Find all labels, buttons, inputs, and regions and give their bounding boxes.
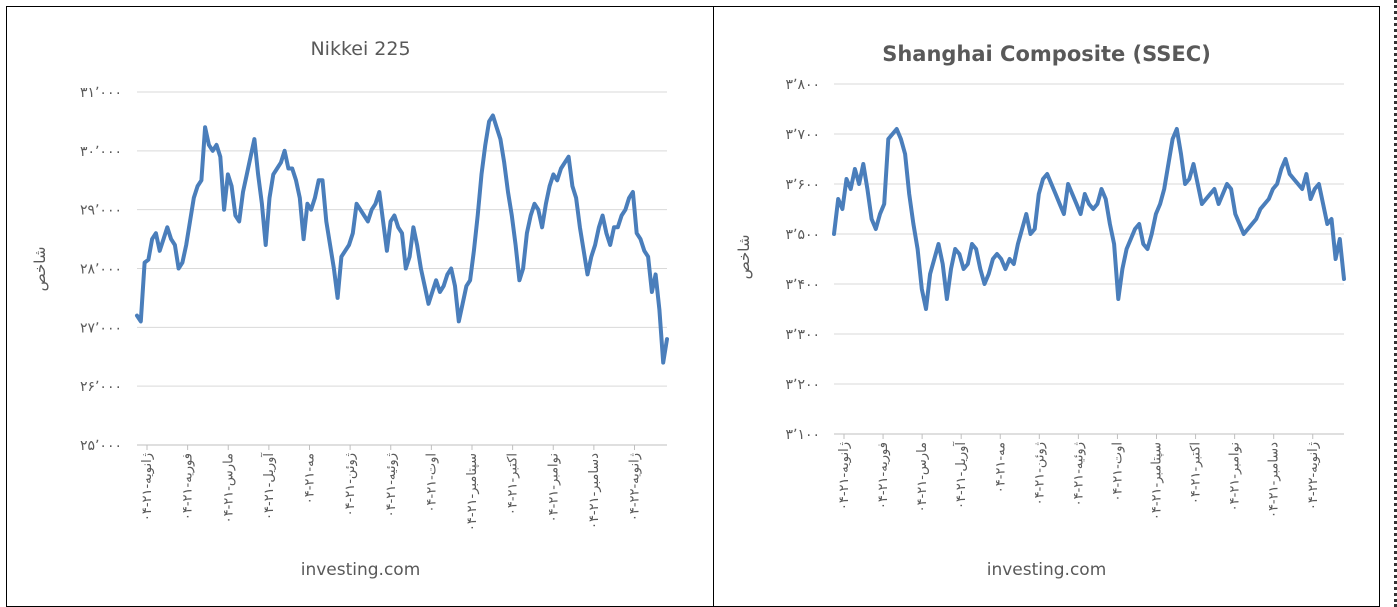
x-tick-label: ۰۴-فوریه-۲۱ bbox=[876, 442, 891, 509]
chart-title: Nikkei 225 bbox=[310, 38, 411, 60]
series-line bbox=[135, 113, 669, 365]
source-label: investing.com bbox=[300, 560, 421, 580]
x-tick-label: ۰۴-اکتبر-۲۱ bbox=[1189, 442, 1204, 504]
x-tick-label: ۰۴-مه-۲۱ bbox=[303, 453, 318, 504]
chart-title: Shanghai Composite (SSEC) bbox=[882, 42, 1211, 66]
page-border-decoration bbox=[1385, 0, 1397, 607]
source-label: investing.com bbox=[986, 560, 1107, 580]
x-tick-label: ۰۴-ژانویه-۲۲ bbox=[628, 453, 643, 521]
x-tick-label: ۰۴-ژوئیه-۲۱ bbox=[384, 453, 399, 517]
y-tick-label: ۳٬۵۰۰ bbox=[785, 227, 820, 243]
chart-panel-nikkei: Nikkei 225 ۲۵٬۰۰۰ ۲۶٬۰۰۰ ۲۷٬۰۰۰ ۲۸٬۰۰۰ ۲۹٬۰۰… bbox=[6, 6, 715, 607]
x-tick-label: ۰۴-سپتامبر-۲۱ bbox=[465, 453, 480, 531]
x-tick-label: ۰۴-نوامبر-۲۱ bbox=[1228, 442, 1243, 511]
y-tick-label: ۳٬۳۰۰ bbox=[785, 327, 820, 343]
y-tick-label: ۳٬۴۰۰ bbox=[785, 277, 820, 293]
x-tick-label: ۰۴-آوریل-۲۱ bbox=[952, 441, 969, 509]
x-tick-label: ۰۴-مه-۲۱ bbox=[993, 442, 1008, 493]
y-tick-label: ۳٬۸۰۰ bbox=[785, 77, 820, 93]
x-tick-label: ۰۴-مارس-۲۱ bbox=[915, 442, 930, 512]
x-tick-label: ۰۴-اوت-۲۱ bbox=[1110, 442, 1125, 501]
y-tick-label: ۳٬۶۰۰ bbox=[785, 177, 820, 193]
y-axis-label: شاخص bbox=[31, 247, 49, 292]
x-tick-label: ۰۴-ژانویه-۲۱ bbox=[140, 453, 155, 521]
x-tick-label: ۰۴-ژانویه-۲۲ bbox=[1306, 442, 1321, 510]
y-tick-label: ۳٬۲۰۰ bbox=[785, 377, 820, 393]
x-tick-label: ۰۴-دسامبر-۲۱ bbox=[1267, 442, 1282, 518]
y-tick-label: ۲۷٬۰۰۰ bbox=[80, 320, 122, 336]
x-tick-label: ۰۴-ژانویه-۲۱ bbox=[837, 442, 852, 510]
x-tick-label: ۰۴-اوت-۲۱ bbox=[424, 453, 439, 512]
x-tick-label: ۰۴-مارس-۲۱ bbox=[221, 453, 236, 523]
chart-panel-shanghai: Shanghai Composite (SSEC) ۳٬۱۰۰ ۳٬۲۰۰ ۳٬۳۰… bbox=[713, 6, 1380, 607]
y-axis-label: شاخص bbox=[735, 235, 753, 280]
y-tick-label: ۳۱٬۰۰۰ bbox=[80, 85, 122, 101]
x-tick-label: ۰۴-ژوئن-۲۱ bbox=[343, 453, 358, 516]
x-tick-label: ۰۴-سپتامبر-۲۱ bbox=[1150, 442, 1165, 520]
y-tick-label: ۲۸٬۰۰۰ bbox=[80, 262, 122, 278]
x-tick-label: ۰۴-نوامبر-۲۱ bbox=[546, 453, 561, 522]
x-tick-label: ۰۴-ژوئن-۲۱ bbox=[1032, 442, 1047, 505]
chart-plot-nikkei: ۲۵٬۰۰۰ ۲۶٬۰۰۰ ۲۷٬۰۰۰ ۲۸٬۰۰۰ ۲۹٬۰۰۰ ۳۰٬۰۰۰ ۳۱٬۰… bbox=[31, 85, 669, 531]
x-tick-label: ۰۴-فوریه-۲۱ bbox=[181, 453, 196, 520]
y-tick-label: ۲۵٬۰۰۰ bbox=[80, 438, 122, 454]
y-tick-label: ۳٬۷۰۰ bbox=[785, 127, 820, 143]
y-tick-label: ۳٬۱۰۰ bbox=[785, 427, 820, 443]
chart-plot-shanghai: ۳٬۱۰۰ ۳٬۲۰۰ ۳٬۳۰۰ ۳٬۴۰۰ ۳٬۵۰۰ ۳٬۶۰۰ ۳٬۷۰۰ ۳٬۸۰۰… bbox=[735, 77, 1346, 520]
y-tick-label: ۲۹٬۰۰۰ bbox=[80, 203, 122, 219]
y-tick-label: ۲۶٬۰۰۰ bbox=[80, 379, 122, 395]
x-tick-label: ۰۴-دسامبر-۲۱ bbox=[587, 453, 602, 529]
x-tick-label: ۰۴-ژوئیه-۲۱ bbox=[1071, 442, 1086, 506]
x-tick-label: ۰۴-اکتبر-۲۱ bbox=[506, 453, 521, 515]
series-line bbox=[832, 127, 1346, 311]
x-tick-label: ۰۴-آوریل-۲۱ bbox=[260, 452, 277, 520]
y-tick-label: ۳۰٬۰۰۰ bbox=[80, 144, 122, 160]
